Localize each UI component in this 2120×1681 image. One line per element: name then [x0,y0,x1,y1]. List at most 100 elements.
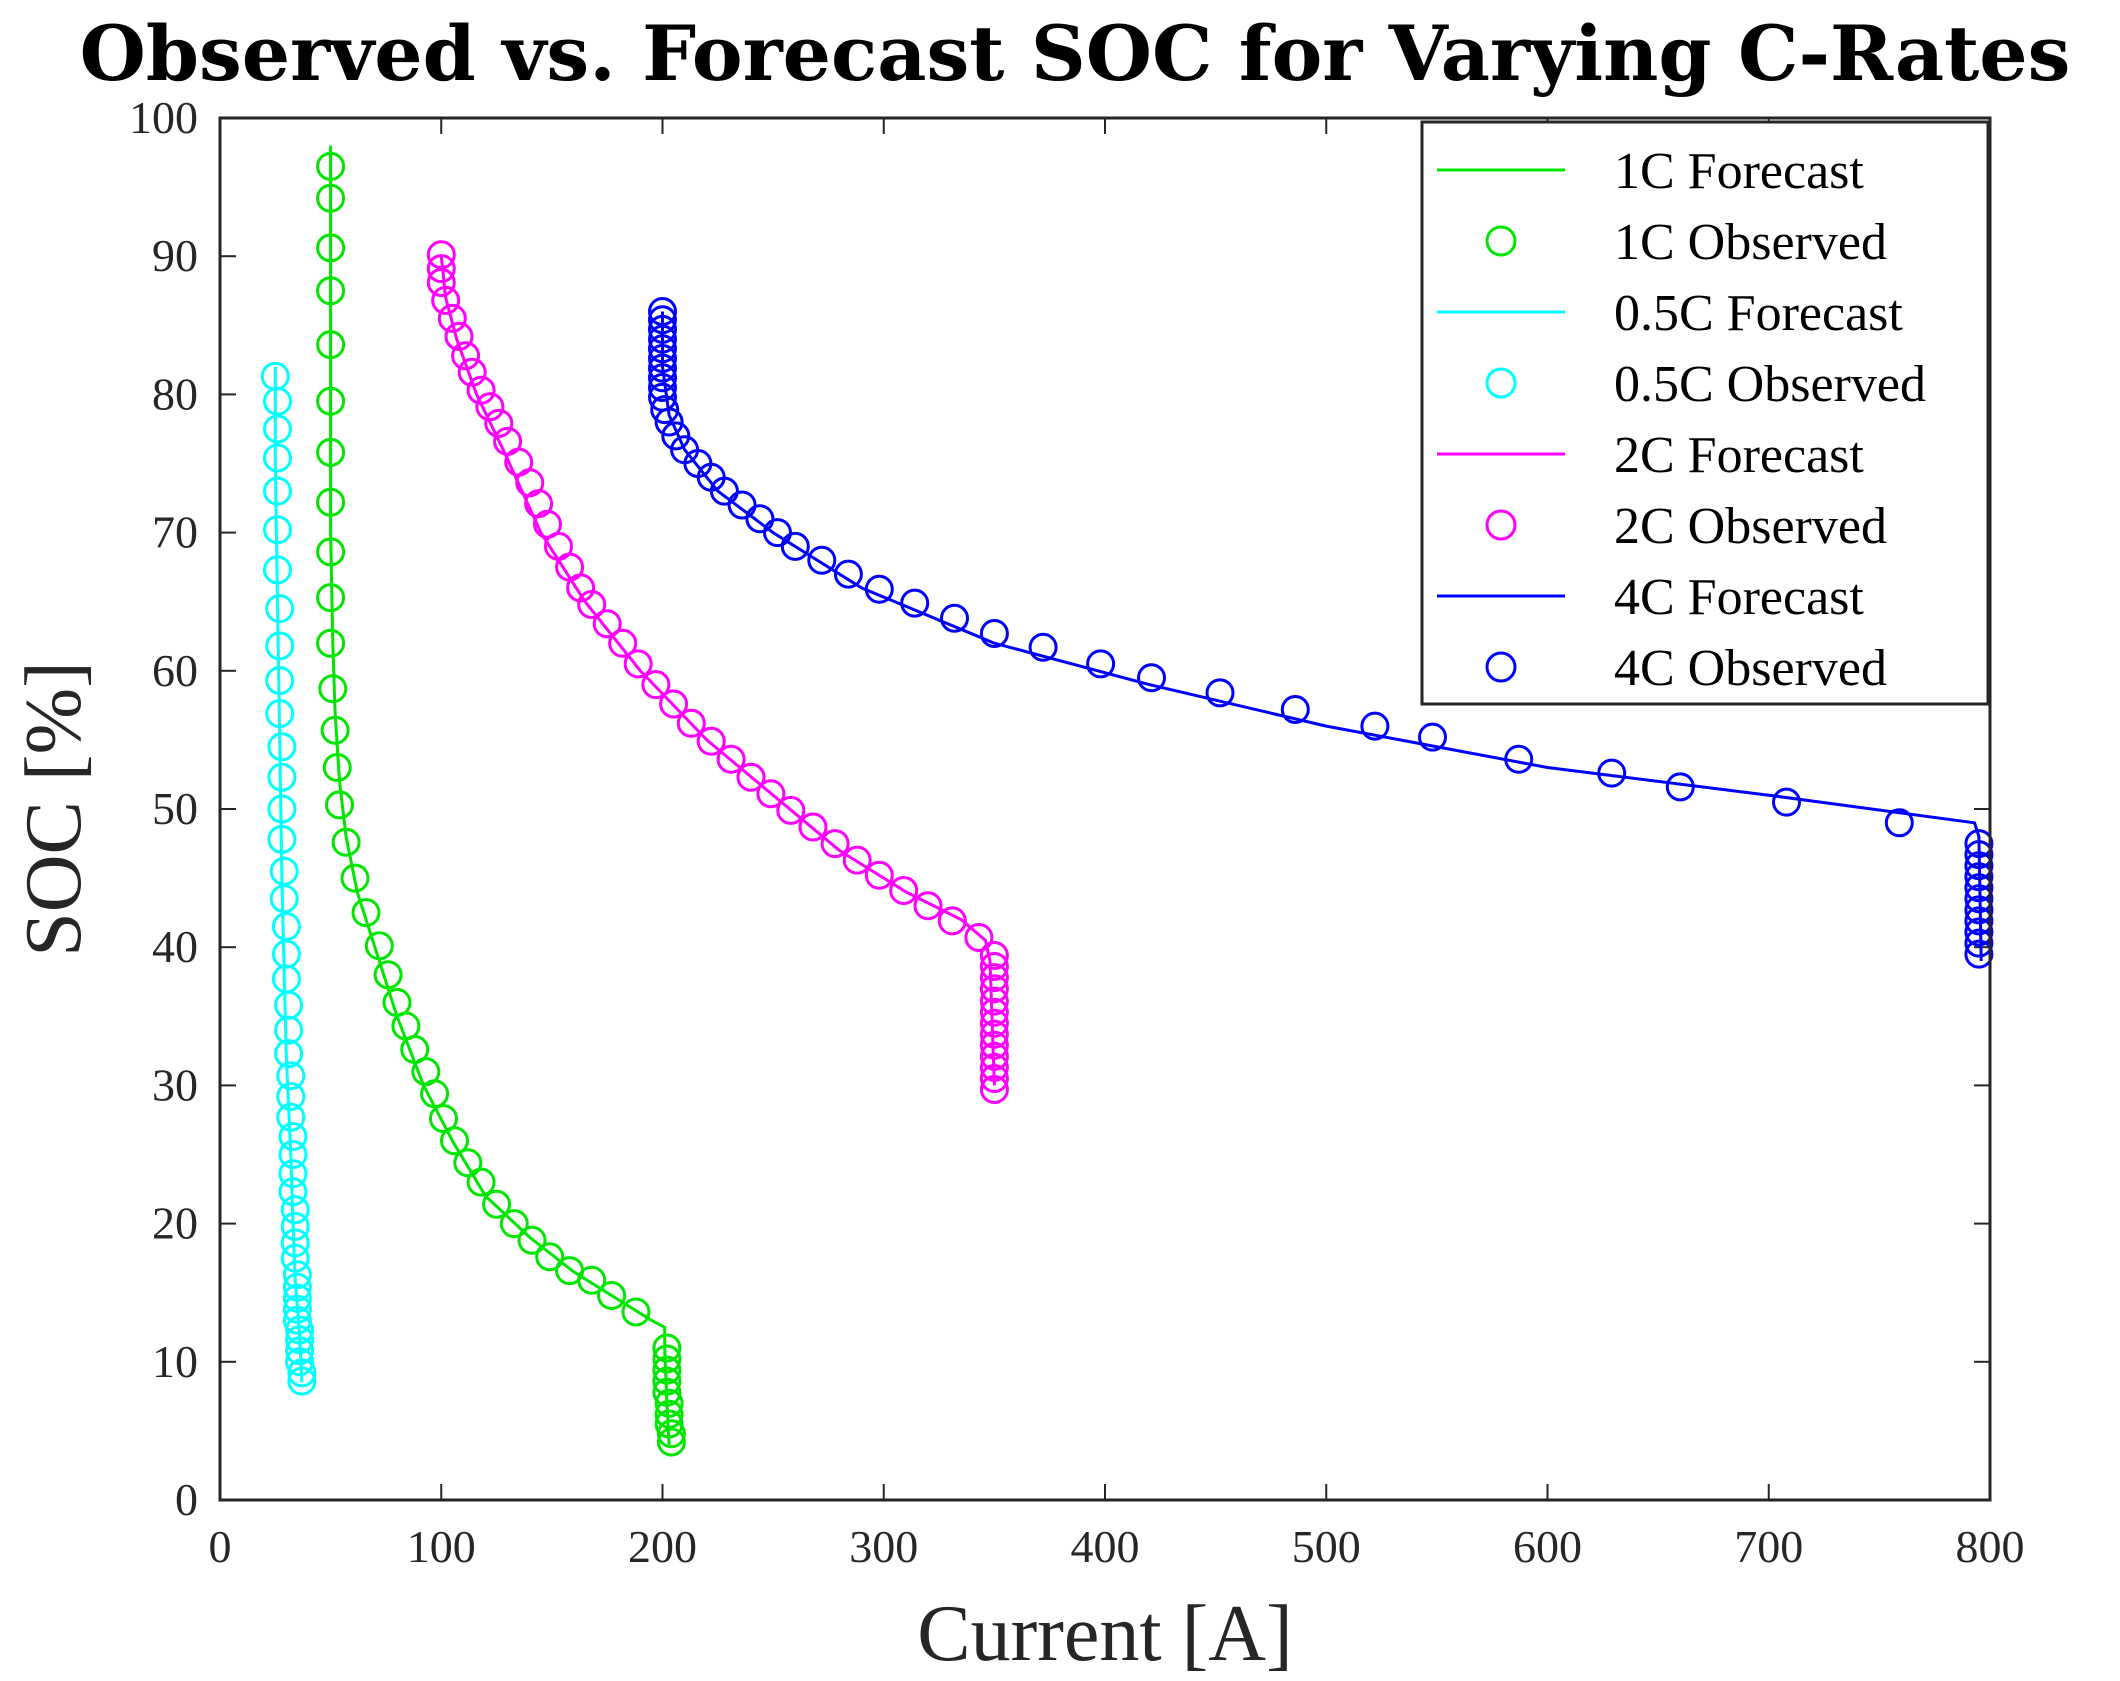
legend-label: 2C Observed [1614,498,1887,555]
observed-point-2C [756,779,786,809]
observed-point-1C [316,330,346,360]
observed-point-1C [351,898,381,928]
observed-point-1C [597,1281,627,1310]
observed-point-2C [979,1019,1009,1049]
observed-point-4C [1137,663,1166,693]
x-tick-label: 500 [1292,1521,1361,1572]
observed-point-4C [727,490,757,520]
observed-point-4C [648,314,677,344]
observed-point-0.5C [282,1294,312,1324]
observed-point-4C [1028,632,1058,662]
legend-label: 4C Forecast [1614,569,1864,626]
observed-point-2C [623,649,653,679]
observed-point-4C [648,305,677,335]
observed-point-4C [1964,873,1994,903]
observed-point-4C [1597,758,1627,788]
observed-point-0.5C [276,1082,306,1111]
observed-point-4C [1280,695,1310,724]
observed-point-4C [1964,862,1994,892]
observed-point-1C [316,151,346,181]
observed-point-0.5C [276,1102,306,1132]
observed-point-2C [979,974,1009,1004]
x-axis-label: Current [A] [917,1590,1292,1678]
observed-point-2C [889,876,919,905]
observed-point-0.5C [282,1260,312,1290]
legend-label: 0.5C Forecast [1614,285,1903,342]
observed-point-2C [696,726,726,756]
observed-point-2C [451,341,481,371]
legend-marker-2C [1485,509,1517,541]
observed-point-0.5C [263,443,292,473]
observed-point-4C [763,518,792,548]
observed-point-0.5C [265,594,295,624]
observed-point-2C [431,285,461,315]
observed-point-1C [499,1209,529,1239]
legend-label: 2C Forecast [1614,427,1864,484]
observed-point-2C [466,375,496,405]
observed-point-2C [426,254,456,284]
observed-point-4C [650,395,680,425]
observed-point-2C [437,303,467,333]
observed-point-2C [979,1075,1009,1104]
observed-point-1C [453,1148,483,1178]
observed-point-2C [979,1041,1009,1071]
observed-point-4C [1964,917,1994,947]
observed-point-4C [1665,772,1695,802]
observed-point-2C [937,906,967,936]
observed-point-1C [316,386,346,416]
observed-point-2C [979,952,1009,981]
observed-point-4C [1086,649,1116,679]
observed-point-4C [709,476,739,506]
observed-point-4C [1964,939,1994,969]
observed-point-4C [864,574,894,604]
observed-point-0.5C [280,1195,310,1225]
observed-point-1C [654,1388,684,1418]
observed-point-1C [652,1377,682,1407]
observed-point-1C [322,753,352,782]
observed-point-2C [592,609,622,639]
observed-point-1C [482,1189,512,1219]
x-tick-label: 600 [1513,1521,1582,1572]
observed-point-2C [457,357,487,387]
observed-point-1C [316,487,346,517]
observed-point-0.5C [265,666,295,695]
observed-point-2C [676,708,706,738]
observed-point-1C [364,931,394,961]
series-layer [260,145,1994,1457]
x-tick-label: 800 [1956,1521,2025,1572]
y-tick-label: 40 [152,921,198,972]
observed-point-2C [979,941,1009,970]
observed-point-0.5C [285,1325,315,1355]
y-tick-label: 30 [152,1059,198,1110]
observed-point-4C [1504,744,1534,774]
y-tick-label: 10 [152,1336,198,1387]
x-tick-label: 200 [628,1521,697,1572]
observed-point-1C [621,1297,651,1327]
observed-point-4C [648,353,677,383]
observed-point-1C [316,583,346,613]
observed-point-4C [1772,787,1801,817]
observed-point-1C [420,1079,450,1109]
observed-point-2C [736,762,766,792]
observed-point-4C [1418,722,1447,752]
series-2C [426,240,1009,1104]
observed-point-2C [864,860,894,890]
observed-point-4C [648,373,677,402]
observed-point-1C [656,1419,686,1449]
observed-point-2C [659,689,689,719]
observed-point-4C [648,324,677,354]
observed-point-1C [316,537,346,567]
observed-point-1C [316,437,346,467]
y-tick-label: 90 [152,230,198,281]
observed-point-0.5C [276,1061,306,1091]
observed-point-1C [652,1344,682,1374]
x-tick-label: 100 [407,1521,476,1572]
observed-point-0.5C [278,1177,308,1207]
observed-point-4C [648,344,677,373]
observed-point-2C [979,997,1009,1027]
observed-point-0.5C [269,884,299,914]
y-tick-label: 50 [152,783,198,834]
observed-point-4C [1964,840,1994,870]
observed-point-0.5C [278,1122,308,1151]
observed-point-4C [1964,884,1994,914]
